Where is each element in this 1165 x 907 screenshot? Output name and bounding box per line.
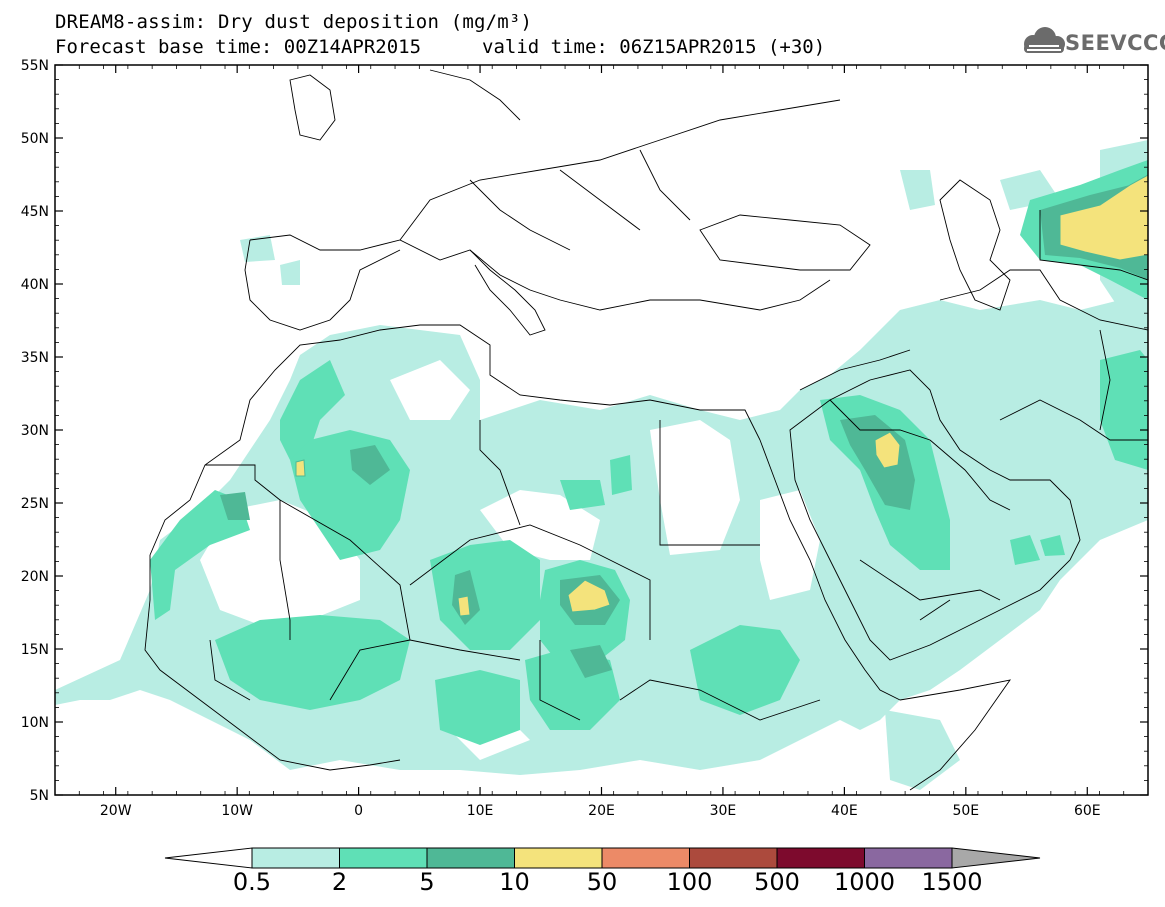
map-title: DREAM8-assim: Dry dust deposition (mg/m³… xyxy=(55,11,533,33)
colorbar-segment xyxy=(426,847,515,869)
forecast-base-time: Forecast base time: 00Z14APR2015 xyxy=(55,36,422,58)
lat-tick-label: 50N xyxy=(21,131,49,147)
colorbar-segment xyxy=(339,847,428,869)
colorbar-segment xyxy=(251,847,340,869)
colorbar-label: 0.5 xyxy=(233,868,271,896)
lat-tick-label: 35N xyxy=(21,350,49,366)
lon-tick-label: 10E xyxy=(467,803,494,819)
colorbar-label: 2 xyxy=(332,868,347,896)
lon-tick-label: 30E xyxy=(710,803,737,819)
lat-tick-label: 40N xyxy=(21,277,49,293)
colorbar-segment xyxy=(864,847,953,869)
lat-tick-label: 5N xyxy=(30,788,49,804)
lat-tick-label: 25N xyxy=(21,496,49,512)
colorbar-segment xyxy=(601,847,690,869)
colorbar-label: 50 xyxy=(587,868,618,896)
colorbar-label: 5 xyxy=(419,868,434,896)
lon-tick-label: 0 xyxy=(354,803,363,819)
longitude-labels: 20W 10W 0 10E 20E 30E 40E 50E 60E xyxy=(100,803,1101,819)
colorbar-label: 1500 xyxy=(921,868,982,896)
colorbar-labels: 0.5 2 5 10 50 100 500 1000 1500 xyxy=(233,868,983,896)
lat-tick-label: 20N xyxy=(21,569,49,585)
latitude-labels: 55N 50N 45N 40N 35N 30N 25N 20N 15N 10N 5N xyxy=(21,58,49,804)
colorbar-segment xyxy=(514,847,603,869)
lon-tick-label: 10W xyxy=(221,803,253,819)
dust-field xyxy=(55,140,1148,790)
colorbar-label: 500 xyxy=(754,868,800,896)
colorbar-label: 10 xyxy=(499,868,530,896)
colorbar-label: 100 xyxy=(667,868,713,896)
lat-tick-label: 45N xyxy=(21,204,49,220)
colorbar-segment xyxy=(164,847,253,869)
valid-time: valid time: 06Z15APR2015 (+30) xyxy=(482,36,826,58)
coastlines xyxy=(144,69,1148,791)
lon-tick-label: 40E xyxy=(831,803,858,819)
lon-tick-label: 20E xyxy=(588,803,615,819)
logo-text: SEEVCCC xyxy=(1065,31,1165,55)
lon-tick-label: 60E xyxy=(1074,803,1101,819)
colorbar-segment xyxy=(951,847,1041,869)
lat-tick-label: 55N xyxy=(21,58,49,74)
cloud-icon xyxy=(1024,27,1065,53)
axis-ticks xyxy=(54,64,1149,796)
lon-tick-label: 20W xyxy=(100,803,132,819)
colorbar xyxy=(164,847,1041,869)
colorbar-segment xyxy=(689,847,778,869)
colorbar-label: 1000 xyxy=(834,868,895,896)
lon-tick-label: 50E xyxy=(952,803,979,819)
lat-tick-label: 30N xyxy=(21,423,49,439)
colorbar-segment xyxy=(776,847,865,869)
lat-tick-label: 15N xyxy=(21,642,49,658)
lat-tick-label: 10N xyxy=(21,715,49,731)
